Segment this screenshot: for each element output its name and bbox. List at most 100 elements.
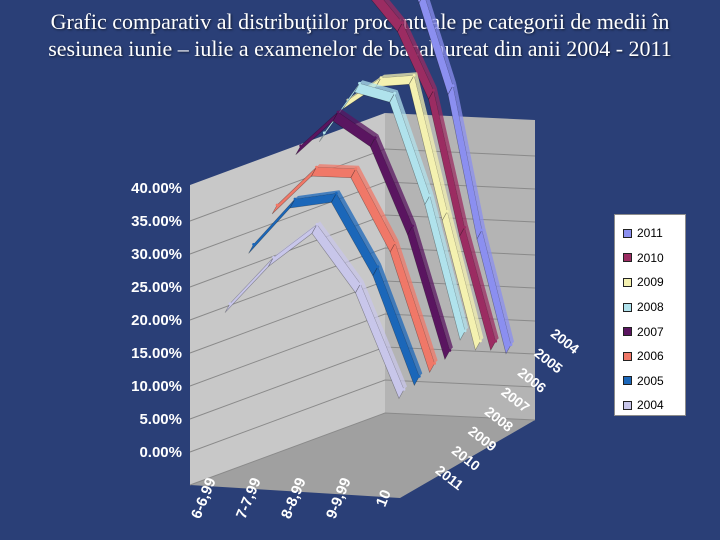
series-segment-top [277, 164, 320, 205]
data-point [479, 339, 482, 343]
series-2004 [224, 221, 407, 400]
data-point [432, 88, 435, 92]
legend-swatch [623, 228, 632, 238]
data-point [412, 73, 416, 77]
legend-label: 2006 [637, 349, 664, 364]
legend-swatch [623, 277, 632, 287]
y-tick-label: 15.00% [131, 345, 182, 362]
data-point [373, 136, 377, 140]
series-segment-top [375, 134, 416, 226]
y-tick-label: 5.00% [139, 411, 182, 428]
series-segment-top [381, 72, 418, 78]
legend-label: 2011 [637, 226, 663, 241]
legend-swatch [623, 327, 632, 337]
data-point [494, 339, 498, 343]
y-tick-label: 35.00% [131, 213, 182, 230]
series-segment-top [482, 227, 514, 345]
data-point [379, 76, 383, 80]
data-point [376, 265, 380, 269]
gridline [189, 181, 536, 255]
legend-swatch [623, 376, 632, 386]
data-point [401, 21, 404, 25]
legend-swatch [623, 253, 632, 263]
series-segment-top [336, 190, 381, 267]
data-point [393, 241, 397, 245]
legend: 2011 2010 2009 2008 2007 2006 2005 2004 [614, 214, 686, 416]
data-point [322, 131, 326, 135]
legend-swatch [623, 302, 632, 312]
legend-item: 2009 [623, 270, 685, 295]
data-point [359, 282, 362, 286]
series-segment [311, 166, 357, 179]
chart-floor [190, 413, 535, 498]
data-point [451, 84, 455, 87]
legend-label: 2004 [637, 398, 664, 413]
data-point [480, 228, 484, 232]
series-segment-top [359, 80, 398, 94]
legend-swatch [623, 351, 632, 361]
depth-tick-label: 2004 [548, 325, 583, 357]
series-segment-top [300, 109, 341, 146]
data-point [315, 165, 318, 169]
series-2005 [248, 190, 423, 387]
series-segment [417, 0, 422, 4]
series-2011 [417, 0, 514, 355]
data-point [228, 302, 232, 305]
gridline [189, 214, 536, 288]
data-point [315, 223, 319, 226]
series-segment-top [412, 222, 453, 351]
data-point [252, 243, 256, 246]
data-point [336, 110, 340, 114]
series-segment-top [230, 254, 277, 304]
y-tick-label: 30.00% [131, 246, 182, 263]
y-axis-ticks: 0.00% 5.00% 10.00% 15.00% 20.00% 25.00% 30.00%… [131, 180, 182, 461]
series-segment-top [453, 82, 485, 230]
legend-item: 2006 [623, 344, 685, 369]
series-segment-top [316, 164, 359, 169]
series-2007 [295, 109, 453, 361]
y-tick-label: 40.00% [131, 180, 182, 197]
series-segment-top [360, 280, 407, 390]
series-segment-top [383, 0, 406, 23]
depth-tick-label: 2011 [433, 462, 467, 493]
legend-swatch [623, 400, 632, 410]
gridline [189, 148, 536, 222]
data-point [299, 144, 303, 148]
y-tick-label: 0.00% [139, 444, 182, 461]
depth-tick-label: 2005 [531, 345, 566, 377]
series-segment-top [395, 240, 438, 364]
series-segment-top [429, 192, 469, 331]
legend-item: 2007 [623, 319, 685, 344]
legend-label: 2009 [637, 275, 664, 290]
legend-item: 2010 [623, 246, 685, 271]
series-segment-top [338, 109, 379, 138]
data-point [445, 210, 449, 213]
gridline [189, 412, 536, 486]
data-point [428, 194, 432, 197]
slide-title: Grafic comparativ al distribuţiilor proc… [48, 9, 672, 61]
legend-item: 2011 [623, 221, 685, 246]
series-2009 [342, 72, 484, 351]
legend-item: 2008 [623, 295, 685, 320]
data-point [509, 343, 513, 347]
legend-label: 2007 [637, 324, 664, 339]
legend-label: 2008 [637, 300, 664, 315]
series-segment-top [295, 190, 340, 199]
y-tick-label: 10.00% [131, 378, 182, 395]
data-point [448, 349, 452, 352]
legend-label: 2010 [637, 250, 664, 265]
y-tick-label: 20.00% [131, 312, 182, 329]
data-point [463, 225, 466, 229]
series-2008 [319, 80, 469, 341]
x-tick-label: 10 [373, 487, 395, 509]
series-segment-top [377, 263, 423, 377]
series-segment-top [414, 72, 451, 212]
series-segment-top [425, 0, 456, 86]
series-segment-top [394, 90, 433, 196]
data-point [417, 375, 421, 378]
y-tick-label: 25.00% [131, 279, 182, 296]
series-segment-top [447, 208, 484, 341]
series-segment-top [402, 19, 437, 91]
